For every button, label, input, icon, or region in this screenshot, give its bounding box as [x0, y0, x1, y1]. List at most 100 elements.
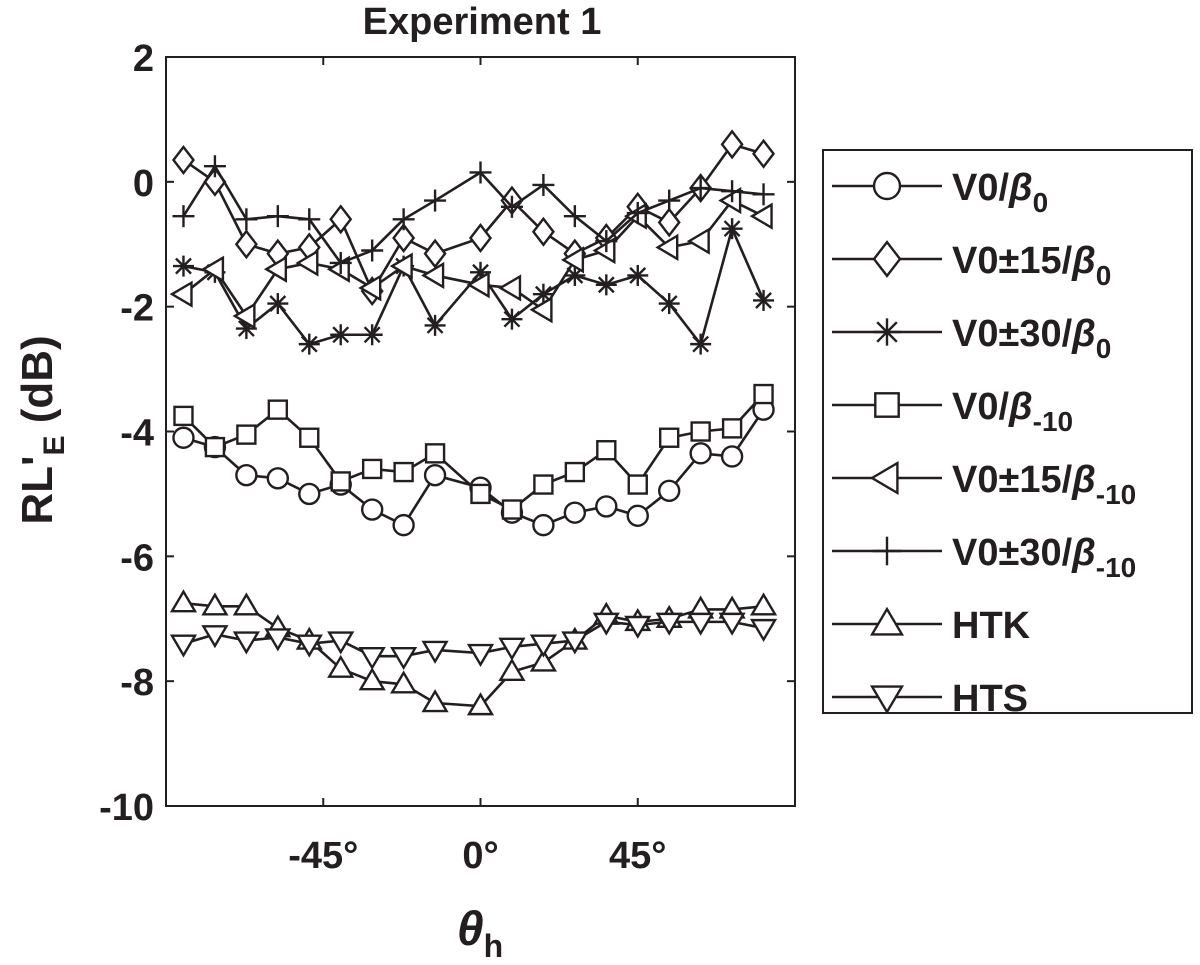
data-point [204, 436, 226, 458]
data-point [749, 618, 778, 642]
data-point [721, 180, 744, 203]
data-point [466, 692, 495, 716]
data-point [626, 202, 649, 225]
data-point [466, 271, 490, 299]
series-square [173, 383, 774, 520]
data-point [201, 625, 229, 649]
data-point [595, 495, 618, 518]
series-line [183, 408, 765, 527]
data-point [529, 648, 558, 672]
legend-entry: V0/β-10 [832, 386, 1073, 437]
data-point [532, 513, 555, 537]
data-point [655, 612, 683, 636]
y-axis: 2 0 -2 -4 -6 -8 -10 [99, 38, 795, 829]
data-point [423, 463, 447, 487]
legend-label: HTS [952, 678, 1028, 720]
legend: V0/β0 V0±15/β0 V0±30/β0 V0/β-10 V0±15/β-10 V0… [832, 167, 1136, 720]
legend-entry: V0±30/β0 [832, 313, 1111, 364]
data-point [498, 274, 522, 302]
data-point [690, 421, 711, 442]
legend-label: HTK [952, 605, 1031, 647]
data-point [655, 233, 679, 261]
data-point [393, 461, 414, 483]
data-point [172, 205, 195, 228]
data-point [169, 280, 193, 308]
data-point [171, 145, 195, 175]
series-diamond [171, 129, 776, 307]
data-point [753, 289, 775, 311]
data-point [358, 667, 386, 691]
data-point [389, 252, 413, 280]
series-plus [172, 155, 775, 274]
data-point [501, 308, 523, 330]
x-axis: -45° 0° 45° [288, 57, 666, 877]
data-point [299, 427, 320, 448]
data-point [690, 333, 712, 355]
data-point [266, 205, 289, 228]
data-point [627, 264, 649, 286]
data-point [592, 612, 620, 636]
data-point [172, 426, 195, 449]
y-tick-label: -2 [120, 288, 154, 330]
data-point [749, 202, 773, 230]
data-point [201, 592, 229, 616]
data-point [721, 218, 743, 240]
legend-entry: V0/β0 [832, 167, 1048, 218]
data-point [563, 205, 586, 228]
legend-label: V0±15/β0 [952, 240, 1111, 291]
legend-entry: HTS [832, 678, 1028, 720]
data-point [595, 230, 618, 253]
data-point [361, 239, 384, 262]
data-point [232, 592, 260, 616]
data-point [173, 405, 194, 427]
x-tick-label: 0° [462, 835, 498, 877]
legend-entry: V0±15/β0 [832, 240, 1111, 291]
legend-label: V0±30/β0 [952, 313, 1111, 364]
legend-marker [872, 240, 902, 278]
data-point [466, 643, 495, 667]
series-asterisk [172, 218, 775, 355]
data-point [172, 255, 194, 277]
data-point [267, 293, 289, 315]
data-point [392, 513, 415, 537]
data-point [689, 442, 712, 465]
legend-label: V0±30/β-10 [952, 532, 1136, 583]
legend-marker [874, 392, 900, 418]
data-point [263, 255, 288, 283]
data-point [561, 631, 589, 655]
data-point [235, 208, 258, 231]
data-point [529, 296, 553, 324]
legend-entry: V0±30/β-10 [832, 532, 1136, 583]
legend-marker [873, 318, 901, 346]
legend-label: V0±15/β-10 [952, 459, 1136, 510]
data-point [421, 689, 449, 713]
legend-marker [869, 685, 905, 715]
data-point [626, 504, 649, 527]
data-point [753, 383, 774, 405]
data-point [266, 467, 290, 490]
y-axis-label: RL'E (dB) [13, 335, 71, 524]
data-point [298, 333, 320, 355]
x-axis-label: θh [457, 903, 503, 964]
y-tick-label: -10 [99, 787, 154, 829]
data-point [689, 177, 712, 200]
data-point [498, 637, 526, 661]
y-tick-label: 2 [133, 38, 154, 80]
data-point [327, 654, 355, 678]
data-point [169, 589, 198, 613]
data-point [752, 138, 776, 169]
y-tick-label: -8 [120, 662, 154, 704]
data-point [423, 238, 447, 269]
data-point [169, 634, 198, 658]
data-point [500, 195, 523, 218]
data-point [469, 161, 492, 184]
data-point [533, 474, 554, 495]
data-point [201, 255, 225, 283]
data-point [361, 458, 383, 480]
data-point [295, 634, 323, 658]
legend-entry: V0±15/β-10 [832, 459, 1136, 510]
data-point [424, 189, 447, 212]
data-point [749, 592, 778, 616]
x-tick-label: -45° [288, 835, 358, 877]
data-point [657, 207, 681, 238]
